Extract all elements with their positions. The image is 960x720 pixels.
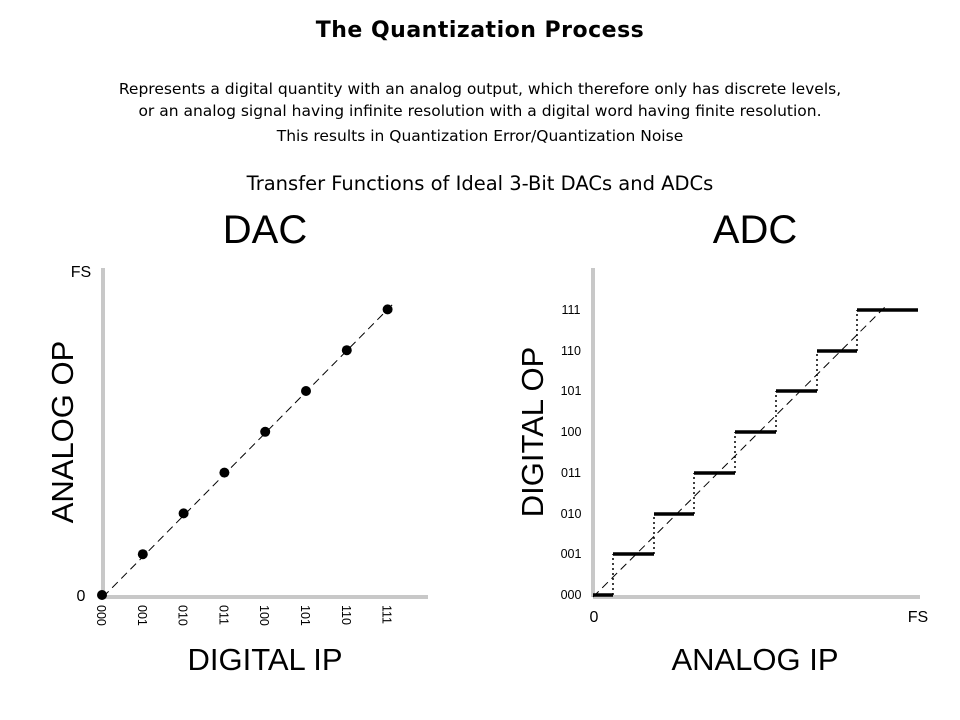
dac-code-labels: 000 001 010 011 100 101 110 111 (94, 605, 394, 626)
adc-code-labels: 000 001 010 011 100 101 110 111 (561, 303, 582, 602)
dac-code-label: 000 (94, 605, 108, 626)
adc-steps (593, 308, 918, 597)
diagram-subtitle: Transfer Functions of Ideal 3-Bit DACs a… (246, 172, 714, 195)
adc-code-label: 011 (561, 466, 581, 480)
adc-ideal-line (592, 303, 889, 598)
adc-code-label: 101 (561, 384, 582, 398)
dac-y-axis-label: ANALOG OP (45, 341, 80, 524)
description-line-3: This results in Quantization Error/Quant… (276, 127, 684, 145)
dac-point (137, 549, 148, 560)
dac-code-label: 101 (298, 605, 312, 626)
dac-code-label: 001 (135, 605, 149, 626)
dac-code-label: 100 (257, 605, 271, 626)
dac-point (260, 426, 271, 437)
dac-point (382, 304, 393, 315)
description-line-1: Represents a digital quantity with an an… (118, 80, 842, 98)
adc-fs-label: FS (908, 609, 928, 626)
dac-code-label: 110 (339, 605, 353, 625)
dac-fs-label: FS (71, 264, 91, 281)
dac-code-label: 111 (380, 605, 394, 624)
adc-heading: ADC (713, 208, 797, 252)
adc-code-label: 001 (561, 547, 582, 561)
adc-code-label: 100 (561, 425, 582, 439)
dac-zero-label: 0 (77, 588, 86, 605)
adc-x-axis-label: ANALOG IP (671, 642, 838, 677)
adc-code-label: 010 (561, 507, 582, 521)
adc-code-label: 111 (561, 303, 580, 317)
dac-point (97, 590, 107, 600)
adc-y-axis-label: DIGITAL OP (515, 347, 550, 518)
dac-point (178, 508, 189, 519)
adc-zero-label: 0 (590, 609, 599, 626)
page-title: The Quantization Process (315, 18, 645, 43)
dac-point (301, 386, 311, 396)
description-line-2: or an analog signal having infinite reso… (138, 102, 822, 120)
adc-step-risers (612, 310, 858, 595)
dac-point (341, 345, 352, 356)
dac-heading: DAC (223, 208, 307, 252)
adc-code-label: 110 (561, 344, 581, 358)
dac-point (219, 467, 230, 478)
adc-code-label: 000 (561, 588, 582, 602)
dac-x-axis-label: DIGITAL IP (187, 642, 342, 677)
dac-points (97, 304, 393, 600)
dac-code-label: 010 (176, 605, 190, 626)
dac-code-label: 011 (216, 605, 230, 625)
